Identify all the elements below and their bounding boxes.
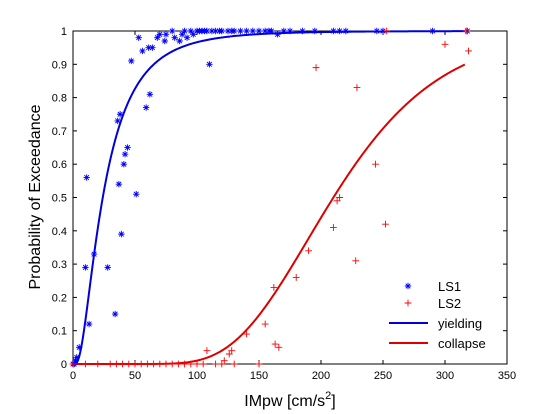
LS1-point <box>312 28 318 34</box>
x-tick-label: 150 <box>250 370 268 382</box>
LS1-point <box>114 118 120 124</box>
y-tick-label: 0 <box>61 359 67 371</box>
LS1-point <box>184 34 190 40</box>
x-tick-label: 0 <box>70 370 76 382</box>
LS1-point <box>157 31 163 37</box>
y-tick-label: 0.3 <box>52 259 67 271</box>
x-tick-label: 250 <box>374 370 392 382</box>
legend-ls1-marker <box>405 283 411 289</box>
LS1-point <box>105 264 111 270</box>
x-axis-title: IMpw [cm/s2] <box>244 390 335 410</box>
LS1-point <box>250 28 256 34</box>
LS1-point <box>287 28 293 34</box>
y-tick-label: 0.2 <box>52 292 67 304</box>
LS1-point <box>117 111 123 117</box>
LS1-point <box>86 321 92 327</box>
LS1-point <box>343 28 349 34</box>
LS1-point <box>176 38 182 44</box>
x-tick-label: 50 <box>129 370 141 382</box>
LS1-point <box>133 191 139 197</box>
y-axis-title: Probability of Exceedance <box>27 104 44 289</box>
y-tick-label: 0.8 <box>52 93 67 105</box>
LS1-point <box>336 28 342 34</box>
LS1-point <box>243 28 249 34</box>
LS1-point <box>76 344 82 350</box>
LS1-point <box>206 61 212 67</box>
LS1-point <box>128 58 134 64</box>
LS1-point <box>143 104 149 110</box>
LS1-point <box>171 34 177 40</box>
LS1-point <box>124 144 130 150</box>
y-tick-label: 1 <box>61 26 67 38</box>
LS1-point <box>122 151 128 157</box>
y-tick-label: 0.1 <box>52 326 67 338</box>
LS1-point <box>116 181 122 187</box>
LS1-point <box>136 34 142 40</box>
LS1-point <box>91 251 97 257</box>
LS1-point <box>299 28 305 34</box>
LS1-point <box>147 91 153 97</box>
x-tick-label: 350 <box>498 370 516 382</box>
legend-yielding-label: yielding <box>438 316 482 331</box>
legend-ls2-label: LS2 <box>438 296 461 311</box>
LS1-point <box>231 28 237 34</box>
LS1-point <box>268 28 274 34</box>
x-axis-title-main: IMpw [cm/s <box>244 393 325 410</box>
LS1-point <box>274 31 280 37</box>
legend-collapse-label: collapse <box>438 336 486 351</box>
ls1-legend-glyph <box>405 283 411 289</box>
x-axis-title-end: ] <box>331 393 335 410</box>
LS1-point <box>118 231 124 237</box>
LS1-point <box>429 28 435 34</box>
x-tick-label: 200 <box>312 370 330 382</box>
y-tick-label: 0.7 <box>52 126 67 138</box>
LS1-point <box>83 174 89 180</box>
LS1-point <box>330 28 336 34</box>
LS1-point <box>162 38 168 44</box>
y-tick-label: 0.9 <box>52 59 67 71</box>
LS1-point <box>163 31 169 37</box>
y-tick-label: 0.4 <box>52 226 67 238</box>
y-tick-label: 0.5 <box>52 193 67 205</box>
LS1-point <box>374 28 380 34</box>
x-tick-label: 100 <box>188 370 206 382</box>
LS1-point <box>281 28 287 34</box>
LS1-point <box>139 48 145 54</box>
LS1-point <box>237 28 243 34</box>
legend-ls1-label: LS1 <box>438 279 461 294</box>
LS1-point <box>219 28 225 34</box>
LS1-point <box>181 28 187 34</box>
LS1-point <box>256 28 262 34</box>
legend: LS1 LS2 yielding collapse <box>382 279 500 358</box>
x-tick-label: 300 <box>436 370 454 382</box>
LS1-point <box>149 44 155 50</box>
LS1-point <box>82 264 88 270</box>
LS1-point <box>169 28 175 34</box>
LS1-point <box>74 354 80 360</box>
LS1-point <box>112 311 118 317</box>
y-tick-label: 0.6 <box>52 159 67 171</box>
LS1-point <box>121 161 127 167</box>
